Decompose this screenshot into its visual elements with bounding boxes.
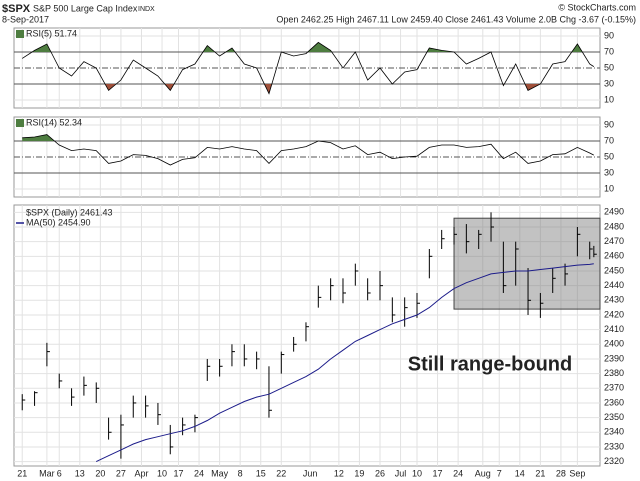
x-tick-label: 21 (17, 468, 27, 478)
y-tick-label: 90 (604, 30, 614, 40)
x-tick-label: 15 (256, 468, 266, 478)
x-tick-label: 10 (157, 468, 167, 478)
y-tick-label: 2330 (604, 441, 624, 451)
y-tick-label: 30 (604, 78, 614, 88)
x-tick-label: 13 (75, 468, 85, 478)
y-tick-label: 2470 (604, 236, 624, 246)
y-tick-label: 30 (604, 167, 614, 177)
legend-label: $SPX (Daily) 2461.43 (26, 207, 113, 217)
y-tick-label: 2430 (604, 295, 624, 305)
source: © StockCharts.com (558, 2, 636, 12)
x-tick-label: 26 (375, 468, 385, 478)
x-tick-label: 14 (515, 468, 525, 478)
y-tick-label: 2390 (604, 353, 624, 363)
x-tick-label: 17 (433, 468, 443, 478)
x-tick-label: Mar (39, 468, 55, 478)
date: 8-Sep-2017 (2, 14, 49, 24)
quote: Open 2462.25 High 2467.11 Low 2459.40 Cl… (276, 14, 636, 24)
legend-swatch (16, 30, 24, 38)
annotation: Still range-bound (408, 353, 572, 375)
y-tick-label: 2410 (604, 324, 624, 334)
y-tick-label: 2460 (604, 251, 624, 261)
y-tick-label: 2320 (604, 456, 624, 466)
y-tick-label: 2480 (604, 221, 624, 231)
x-tick-label: 21 (535, 468, 545, 478)
y-tick-label: 2420 (604, 309, 624, 319)
y-tick-label: 10 (604, 94, 614, 104)
y-tick-label: 2490 (604, 207, 624, 217)
x-tick-label: 20 (95, 468, 105, 478)
panel (13, 204, 601, 467)
y-tick-label: 2380 (604, 368, 624, 378)
x-tick-label: May (211, 468, 229, 478)
x-tick-label: Sep (569, 468, 585, 478)
x-tick-label: Aug (475, 468, 491, 478)
x-tick-label: 27 (116, 468, 126, 478)
x-tick-label: Jun (303, 468, 318, 478)
y-tick-label: 2370 (604, 383, 624, 393)
x-tick-label: 10 (412, 468, 422, 478)
x-tick-label: 28 (556, 468, 566, 478)
y-tick-label: 2360 (604, 397, 624, 407)
x-tick-label: Jul (395, 468, 407, 478)
x-tick-label: 24 (194, 468, 204, 478)
x-tick-label: 8 (238, 468, 243, 478)
x-tick-label: 24 (453, 468, 463, 478)
x-tick-label: 12 (334, 468, 344, 478)
rsi-line (22, 134, 594, 166)
x-tick-label: 6 (57, 468, 62, 478)
legend-label: MA(50) 2454.90 (26, 217, 91, 227)
range-box (453, 217, 601, 310)
y-tick-label: 70 (604, 135, 614, 145)
legend-label: RSI(14) 52.34 (26, 117, 82, 127)
y-tick-label: 2340 (604, 427, 624, 437)
exchange: INDX (138, 6, 155, 13)
y-tick-label: 10 (604, 183, 614, 193)
y-tick-label: 2400 (604, 339, 624, 349)
x-tick-label: Apr (134, 468, 148, 478)
y-tick-label: 50 (604, 151, 614, 161)
ma-line (95, 263, 594, 463)
index-name: S&P 500 Large Cap Index (33, 3, 138, 13)
x-tick-label: 19 (354, 468, 364, 478)
y-tick-label: 70 (604, 46, 614, 56)
x-tick-label: 7 (497, 468, 502, 478)
y-tick-label: 2440 (604, 280, 624, 290)
rsi-fill (22, 84, 594, 94)
y-tick-label: 2450 (604, 265, 624, 275)
y-tick-label: 2350 (604, 412, 624, 422)
x-tick-label: 22 (276, 468, 286, 478)
legend-label: RSI(5) 51.74 (26, 28, 77, 38)
symbol: $SPX (2, 3, 31, 15)
rsi-line (21, 41, 595, 95)
legend-swatch (16, 119, 24, 127)
x-tick-label: 17 (173, 468, 183, 478)
y-tick-label: 50 (604, 62, 614, 72)
y-tick-label: 90 (604, 119, 614, 129)
